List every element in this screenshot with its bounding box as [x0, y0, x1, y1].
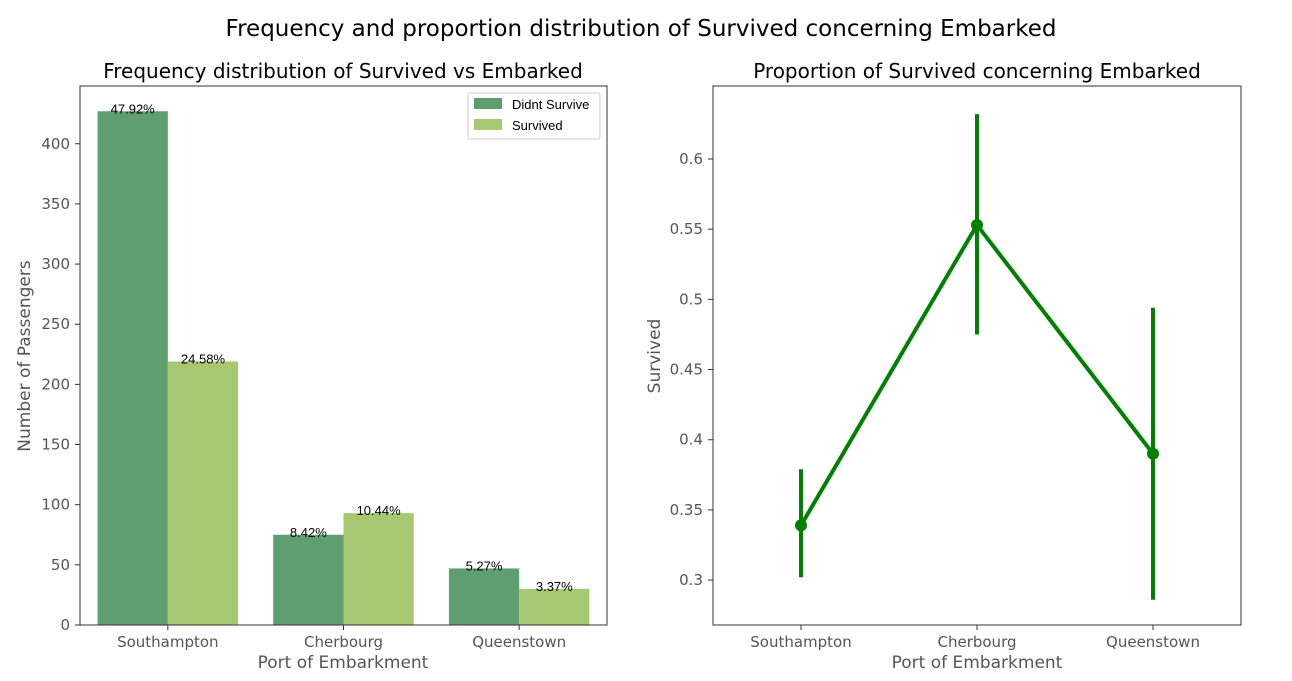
y-tick-label: 150 — [41, 436, 70, 454]
y-tick-label: 0.5 — [679, 290, 703, 308]
bar-chart-marks: 47.92% 8.42% 5.27% 24.58% 10.44% 3.37% — [97, 101, 590, 625]
bar-label-didnt-survive-southampton: 47.92% — [111, 101, 156, 116]
bar-label-didnt-survive-queenstown: 5.27% — [466, 558, 503, 573]
point-southampton — [795, 519, 807, 532]
bar-label-survived-southampton: 24.58% — [181, 352, 226, 367]
x-tick-label-queenstown: Queenstown — [1106, 633, 1200, 651]
x-tick-label-southampton: Southampton — [750, 633, 851, 651]
y-tick-label: 350 — [41, 195, 70, 213]
bar-chart-y-ticks: 0 50 100 150 200 250 300 350 400 — [41, 135, 80, 634]
bar-chart-title: Frequency distribution of Survived vs Em… — [103, 59, 583, 83]
bar-survived-queenstown — [519, 588, 590, 625]
figure-suptitle: Frequency and proportion distribution of… — [226, 16, 1057, 42]
bar-chart-y-label: Number of Passengers — [15, 260, 35, 452]
y-tick-label: 0.45 — [670, 361, 703, 379]
legend-label-survived: Survived — [512, 118, 563, 133]
y-tick-label: 300 — [41, 255, 70, 273]
point-chart-y-label: Survived — [645, 319, 665, 394]
bar-chart-x-label: Port of Embarkment — [258, 653, 429, 673]
point-chart-title: Proportion of Survived concerning Embark… — [753, 59, 1201, 83]
y-tick-label: 0.4 — [679, 431, 703, 449]
point-cherbourg — [971, 218, 983, 231]
x-tick-label-cherbourg: Cherbourg — [937, 633, 1016, 651]
bar-survived-southampton — [167, 361, 239, 625]
y-tick-label: 50 — [51, 556, 70, 574]
point-chart-marks — [795, 114, 1159, 600]
legend-swatch-survived — [474, 119, 502, 130]
bar-chart-x-ticks: Southampton Cherbourg Queenstown — [117, 625, 566, 651]
y-tick-label: 400 — [41, 135, 70, 153]
legend-swatch-didnt-survive — [474, 98, 502, 109]
y-tick-label: 100 — [41, 496, 70, 514]
bar-chart-legend: Didnt Survive Survived — [467, 92, 601, 140]
bar-survived-cherbourg — [343, 513, 414, 625]
y-tick-label: 0.35 — [670, 501, 703, 519]
bar-didnt-survive-southampton — [97, 111, 168, 625]
point-queenstown — [1147, 447, 1159, 460]
point-chart-x-label: Port of Embarkment — [892, 653, 1063, 673]
x-tick-label-southampton: Southampton — [117, 633, 218, 651]
bar-label-didnt-survive-cherbourg: 8.42% — [290, 525, 327, 540]
point-chart: Proportion of Survived concerning Embark… — [645, 59, 1242, 673]
x-tick-label-queenstown: Queenstown — [472, 633, 566, 651]
y-tick-label: 0.55 — [670, 220, 703, 238]
y-tick-label: 250 — [41, 315, 70, 333]
bar-label-survived-queenstown: 3.37% — [536, 579, 573, 594]
bar-didnt-survive-queenstown — [448, 568, 520, 625]
bar-chart: Frequency distribution of Survived vs Em… — [15, 59, 608, 673]
x-tick-label-cherbourg: Cherbourg — [304, 633, 383, 651]
legend-label-didnt-survive: Didnt Survive — [512, 97, 589, 112]
point-chart-y-ticks: 0.3 0.35 0.4 0.45 0.5 0.55 0.6 — [670, 150, 713, 589]
point-chart-x-ticks: Southampton Cherbourg Queenstown — [750, 625, 1200, 651]
y-tick-label: 0.6 — [679, 150, 703, 168]
bar-label-survived-cherbourg: 10.44% — [357, 503, 402, 518]
y-tick-label: 0.3 — [679, 571, 703, 589]
bar-didnt-survive-cherbourg — [273, 534, 344, 625]
y-tick-label: 0 — [60, 616, 70, 634]
y-tick-label: 200 — [41, 375, 70, 393]
